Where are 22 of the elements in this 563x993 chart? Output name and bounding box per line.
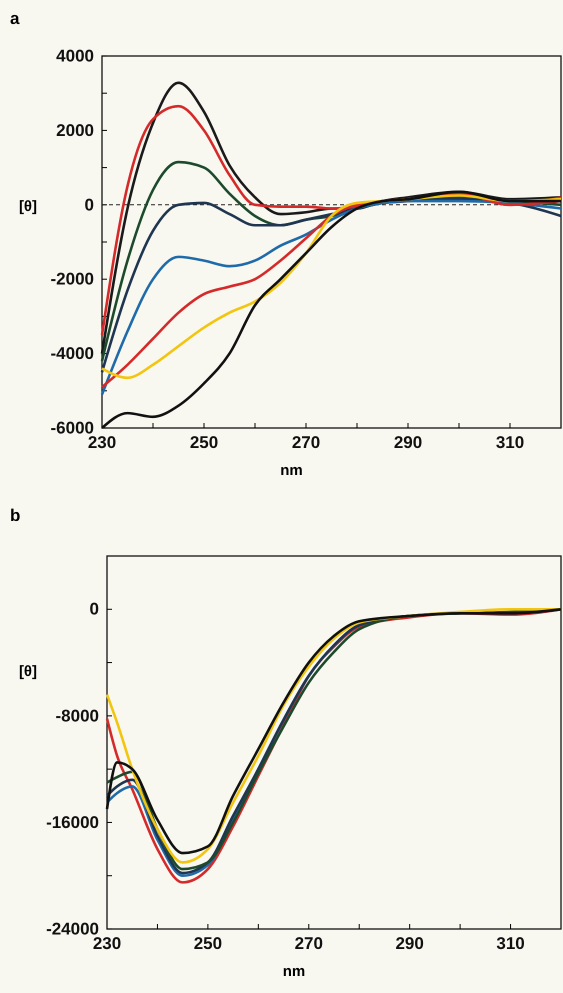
y-tick-label: -2000 [50,270,94,289]
x-tick-label: 310 [496,934,525,954]
x-axis-title: nm [280,462,303,479]
chart-title: a [10,9,20,28]
y-tick-label: 0 [90,600,99,619]
y-axis-title: [θ] [18,198,38,215]
x-tick-label: 310 [496,433,524,452]
x-tick-label: 270 [292,433,320,452]
y-tick-label: 4000 [56,46,94,66]
y-tick-label: 2000 [56,120,94,140]
y-tick-label: -8000 [56,706,99,726]
x-tick-label: 270 [294,934,323,954]
x-axis-title: nm [282,963,306,980]
x-tick-label: 250 [194,934,222,954]
x-tick-label: 250 [190,433,218,452]
x-tick-label: 290 [394,433,422,452]
y-tick-label: -16000 [46,812,99,832]
y-tick-label: 0 [84,195,94,214]
chart-title: b [10,506,20,525]
x-tick-label: 290 [395,934,424,954]
y-axis-title: [θ] [18,663,38,680]
y-tick-label: -4000 [50,344,94,364]
